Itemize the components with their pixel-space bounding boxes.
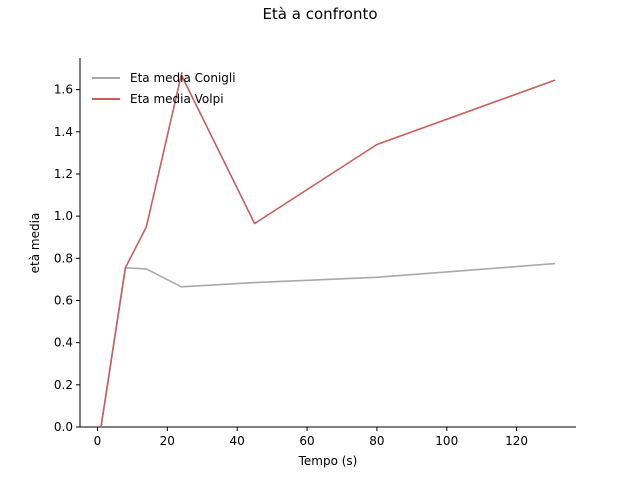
y-tick-label: 1.4 [54,125,73,139]
legend-label-volpi: Eta media Volpi [130,91,224,106]
y-tick-label: 0.2 [54,378,73,392]
x-tick-label: 120 [505,434,528,448]
legend-swatch-conigli [92,76,120,79]
y-tick-label: 0.4 [54,336,73,350]
y-tick-label: 1.0 [54,209,73,223]
x-tick-label: 100 [435,434,458,448]
x-tick-label: 0 [94,434,102,448]
legend-entry-volpi: Eta media Volpi [92,88,236,109]
x-tick-label: 20 [160,434,175,448]
x-tick-label: 80 [369,434,384,448]
axes [79,58,576,428]
series-line-conigli [100,262,556,428]
chart-title: Età a confronto [262,5,378,23]
y-tick-label: 1.6 [54,83,73,97]
legend-swatch-volpi [92,97,120,100]
tick-group: 0 20 40 60 80 100 120 0.0 0.2 0.4 0.6 0.8 1.0 1.2 1.4 1… [54,83,528,448]
x-tick-label: 60 [299,434,314,448]
y-tick-label: 1.2 [54,167,73,181]
y-tick-label: 0.6 [54,293,73,307]
series-group [100,74,556,428]
legend: Eta media Conigli Eta media Volpi [92,67,236,109]
x-axis-label: Tempo (s) [298,454,358,468]
y-tick-label: 0.0 [54,420,73,434]
legend-label-conigli: Eta media Conigli [130,70,236,85]
y-tick-label: 0.8 [54,251,73,265]
y-axis-label: età media [28,212,42,274]
series-line-volpi [100,74,556,428]
x-tick-label: 40 [230,434,245,448]
legend-entry-conigli: Eta media Conigli [92,67,236,88]
